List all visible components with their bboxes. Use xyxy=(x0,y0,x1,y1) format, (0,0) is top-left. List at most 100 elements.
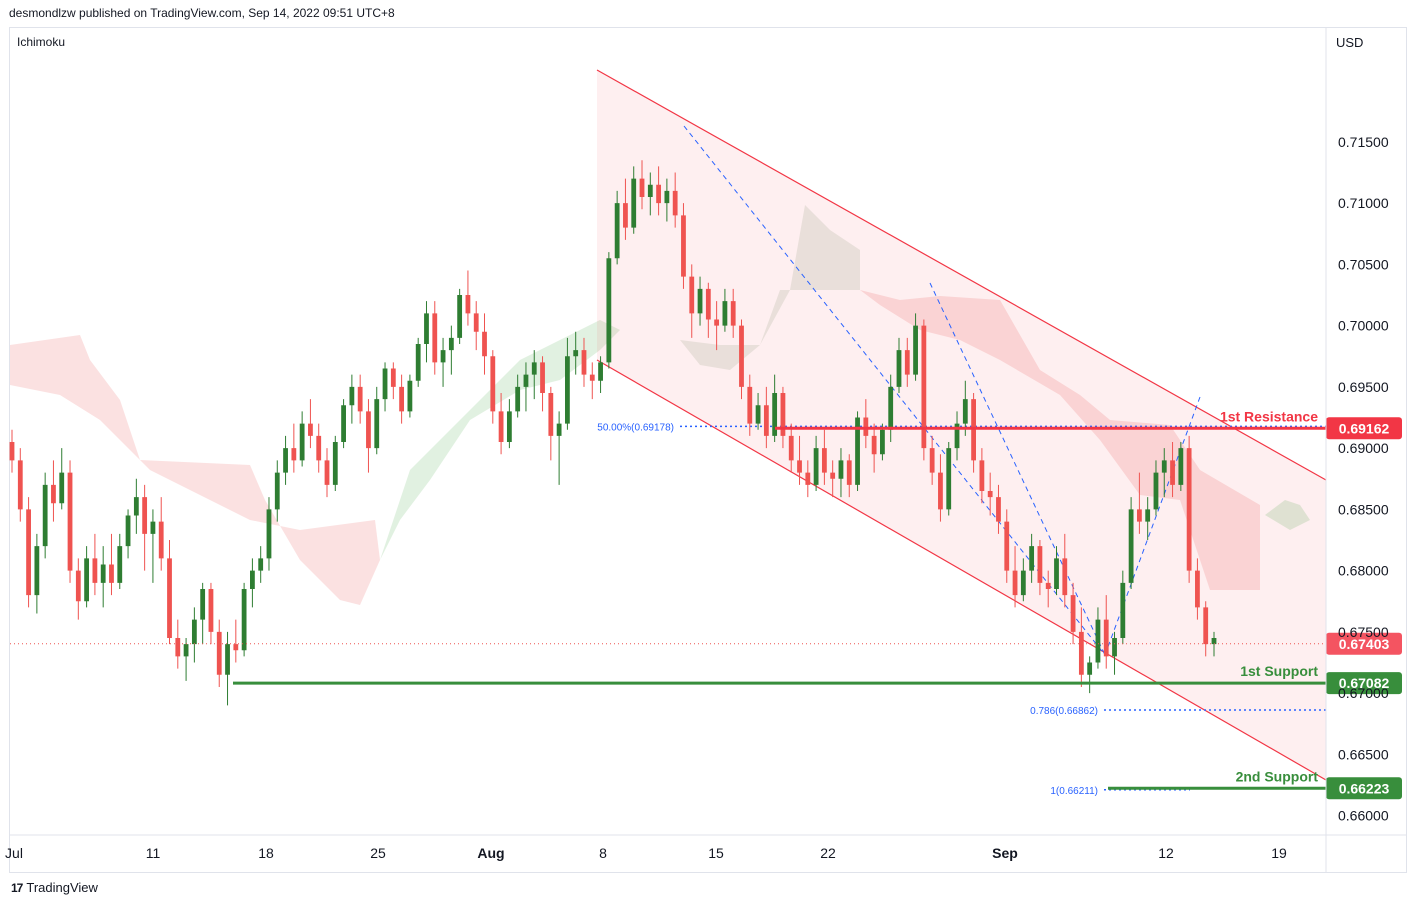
candle-body xyxy=(283,448,288,473)
candle-body xyxy=(415,344,421,381)
candle-body xyxy=(672,190,678,216)
candle-body xyxy=(457,295,463,338)
candle-body xyxy=(84,558,90,602)
candle-body xyxy=(929,448,935,473)
candle-body xyxy=(614,203,620,259)
candle-body xyxy=(258,558,264,571)
candle-body xyxy=(871,435,877,455)
fib-level-label: 0.786(0.66862) xyxy=(1030,706,1098,717)
candle-body xyxy=(904,350,910,375)
y-tick-label: 0.71000 xyxy=(1338,195,1389,211)
candle-body xyxy=(1120,582,1126,638)
candle-body xyxy=(150,521,156,534)
candle-body xyxy=(167,558,172,638)
candle-body xyxy=(656,184,661,204)
level-price-badge xyxy=(1326,672,1402,695)
candle-body xyxy=(830,472,836,479)
y-tick-label: 0.69500 xyxy=(1338,379,1389,395)
candle-body xyxy=(142,497,148,534)
candle-body xyxy=(722,301,728,326)
y-tick-label: 0.66500 xyxy=(1338,746,1389,762)
candle-body xyxy=(548,393,554,436)
candle-body xyxy=(424,313,429,344)
candle-body xyxy=(473,313,479,332)
candle-body xyxy=(531,362,537,375)
candle-body xyxy=(299,423,305,461)
candle-body xyxy=(606,258,612,363)
candle-body xyxy=(1211,638,1217,645)
candle-body xyxy=(996,497,1001,522)
candle-body xyxy=(987,491,993,498)
candle-body xyxy=(34,546,40,596)
candle-body xyxy=(1186,448,1192,571)
y-tick-label: 0.71500 xyxy=(1338,134,1389,150)
x-tick-label: 8 xyxy=(599,845,607,861)
candle-body xyxy=(1195,570,1200,608)
candle-body xyxy=(515,386,521,412)
candle-body xyxy=(448,337,454,351)
candle-body xyxy=(689,276,695,314)
candle-body xyxy=(92,558,98,583)
candle-body xyxy=(896,350,902,387)
candle-body xyxy=(888,386,894,430)
candle-body xyxy=(565,356,570,424)
candle-body xyxy=(1153,472,1159,510)
candlestick-series xyxy=(9,160,1217,706)
chart-frame xyxy=(9,27,1407,873)
level-name-label: 1st Resistance xyxy=(1220,408,1318,424)
candle-body xyxy=(1029,546,1035,571)
candle-body xyxy=(1136,509,1142,522)
level-name-label: 2nd Support xyxy=(1236,768,1319,784)
candle-body xyxy=(705,288,711,320)
candle-body xyxy=(639,178,645,197)
candle-body xyxy=(208,589,214,632)
candle-body xyxy=(755,405,761,424)
candle-body xyxy=(589,374,595,381)
candle-body xyxy=(1004,521,1010,571)
cloud-bearish-1 xyxy=(10,335,380,605)
channel-fill xyxy=(597,70,1326,780)
cloud-bullish-3 xyxy=(1265,500,1310,530)
x-tick-label: 15 xyxy=(708,845,724,861)
candle-body xyxy=(797,460,802,473)
candle-body xyxy=(308,423,313,436)
candle-body xyxy=(109,564,114,583)
publish-header: desmondlzw published on TradingView.com,… xyxy=(9,6,395,20)
candle-body xyxy=(158,521,164,559)
candle-body xyxy=(75,570,81,602)
candle-body xyxy=(838,460,844,479)
candle-body xyxy=(556,423,562,436)
candle-body xyxy=(324,460,330,485)
candle-body xyxy=(399,386,405,412)
candle-body xyxy=(1054,558,1059,589)
candle-body xyxy=(1170,460,1175,485)
candle-body xyxy=(623,203,628,228)
candle-body xyxy=(938,472,943,510)
candle-body xyxy=(51,484,56,504)
candle-body xyxy=(1112,638,1117,657)
candle-body xyxy=(357,386,363,412)
cloud-bearish-2 xyxy=(860,290,1260,590)
footer-brand: 17 TradingView xyxy=(11,880,98,895)
candle-body xyxy=(175,638,181,657)
candle-body xyxy=(1145,509,1151,522)
candle-body xyxy=(1095,619,1101,663)
fib-swing-line-1 xyxy=(683,125,1106,656)
x-tick-label: 12 xyxy=(1158,845,1174,861)
x-tick-label: 25 xyxy=(370,845,386,861)
candle-body xyxy=(855,417,860,485)
candle-body xyxy=(349,386,355,406)
indicator-label: Ichimoku xyxy=(17,35,65,49)
candle-body xyxy=(880,429,885,455)
candle-body xyxy=(233,644,239,651)
candle-body xyxy=(1078,631,1084,675)
candle-body xyxy=(440,350,446,363)
candle-body xyxy=(274,472,280,510)
candle-body xyxy=(1020,570,1026,596)
y-tick-label: 0.69000 xyxy=(1338,440,1389,456)
candle-body xyxy=(482,331,487,357)
level-price-badge xyxy=(1326,417,1402,440)
candle-body xyxy=(366,411,371,449)
candle-body xyxy=(191,619,197,645)
